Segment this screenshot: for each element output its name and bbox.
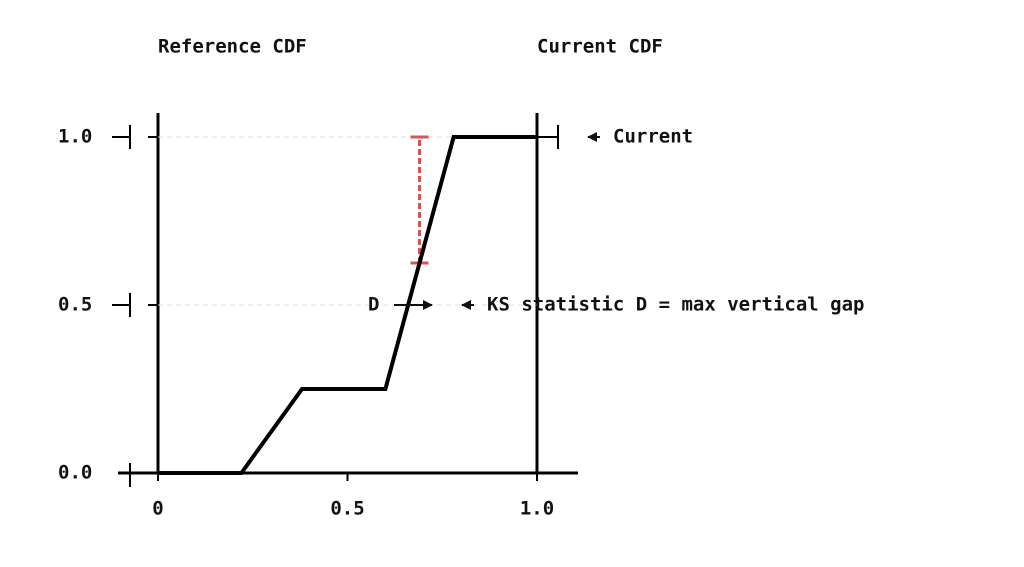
y-tick-label: 0.5 [58,294,92,316]
annotation: KS statistic D = max vertical gap [487,294,865,316]
y-tick-label: 1.0 [58,126,92,148]
y-tick-label: 0.0 [58,462,92,484]
x-tick-label: 0 [152,498,163,520]
x-tick-label: 1.0 [520,498,554,520]
x-tick-label: 0.5 [330,498,364,520]
cdf-line [158,135,537,475]
panel-title: Current CDF [537,36,663,58]
gap-label: D [368,294,379,316]
panel-title: Reference CDF [158,36,307,58]
legend-label: Current [613,126,693,148]
